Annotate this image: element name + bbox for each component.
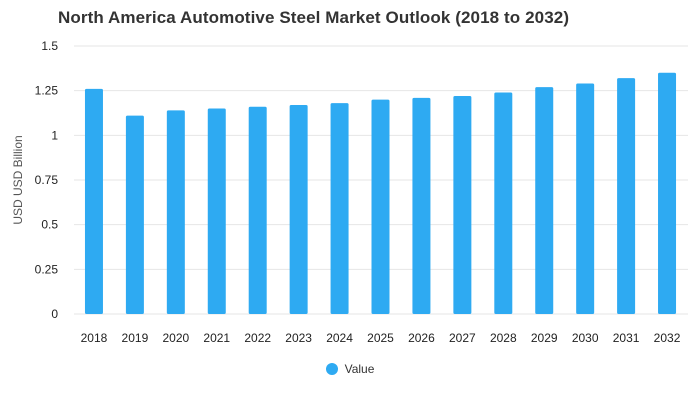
bar-2021[interactable]: [207, 108, 226, 315]
y-tick-label: 1.25: [35, 84, 59, 98]
x-tick-label: 2029: [531, 331, 558, 345]
x-tick-label: 2032: [654, 331, 681, 345]
y-axis-ticks: 0 0.25 0.5 0.75 1 1.25 1.5: [35, 39, 59, 321]
y-tick-label: 0.75: [35, 173, 59, 187]
y-tick-label: 1: [51, 128, 58, 142]
y-axis-label: USD USD Billion: [11, 135, 25, 224]
legend: Value: [0, 362, 700, 376]
bar-2031[interactable]: [617, 78, 636, 314]
bar-2026[interactable]: [412, 97, 431, 315]
x-tick-label: 2027: [449, 331, 476, 345]
bar-2024[interactable]: [330, 103, 349, 314]
bar-2032[interactable]: [658, 72, 677, 314]
bar-2028[interactable]: [494, 92, 513, 314]
x-tick-label: 2026: [408, 331, 435, 345]
x-tick-label: 2024: [326, 331, 353, 345]
bar-2020[interactable]: [166, 110, 185, 314]
bar-2022[interactable]: [248, 106, 267, 314]
x-tick-label: 2028: [490, 331, 517, 345]
x-tick-label: 2031: [613, 331, 640, 345]
bar-2023[interactable]: [289, 104, 308, 315]
x-tick-label: 2019: [122, 331, 149, 345]
bars: [84, 72, 677, 315]
x-axis-ticks: 2018 2019 2020 2021 2022 2023 2024 2025 2026 2027…: [81, 331, 681, 345]
bar-2027[interactable]: [453, 96, 472, 314]
y-tick-label: 0.5: [41, 218, 58, 232]
x-tick-label: 2022: [244, 331, 271, 345]
x-tick-label: 2020: [162, 331, 189, 345]
legend-marker: [325, 363, 338, 375]
bar-2025[interactable]: [371, 99, 390, 314]
legend-label: Value: [344, 362, 375, 376]
chart-title: North America Automotive Steel Market Ou…: [58, 8, 570, 27]
x-tick-label: 2030: [572, 331, 599, 345]
y-tick-label: 0.25: [35, 262, 59, 276]
y-tick-label: 1.5: [41, 39, 58, 53]
bar-2029[interactable]: [535, 87, 554, 315]
y-tick-label: 0: [51, 307, 58, 321]
bar-2019[interactable]: [125, 115, 144, 315]
bar-2018[interactable]: [84, 88, 103, 314]
x-tick-label: 2025: [367, 331, 394, 345]
bar-2030[interactable]: [576, 83, 595, 315]
x-tick-label: 2018: [81, 331, 108, 345]
x-tick-label: 2021: [203, 331, 230, 345]
x-tick-label: 2023: [285, 331, 312, 345]
